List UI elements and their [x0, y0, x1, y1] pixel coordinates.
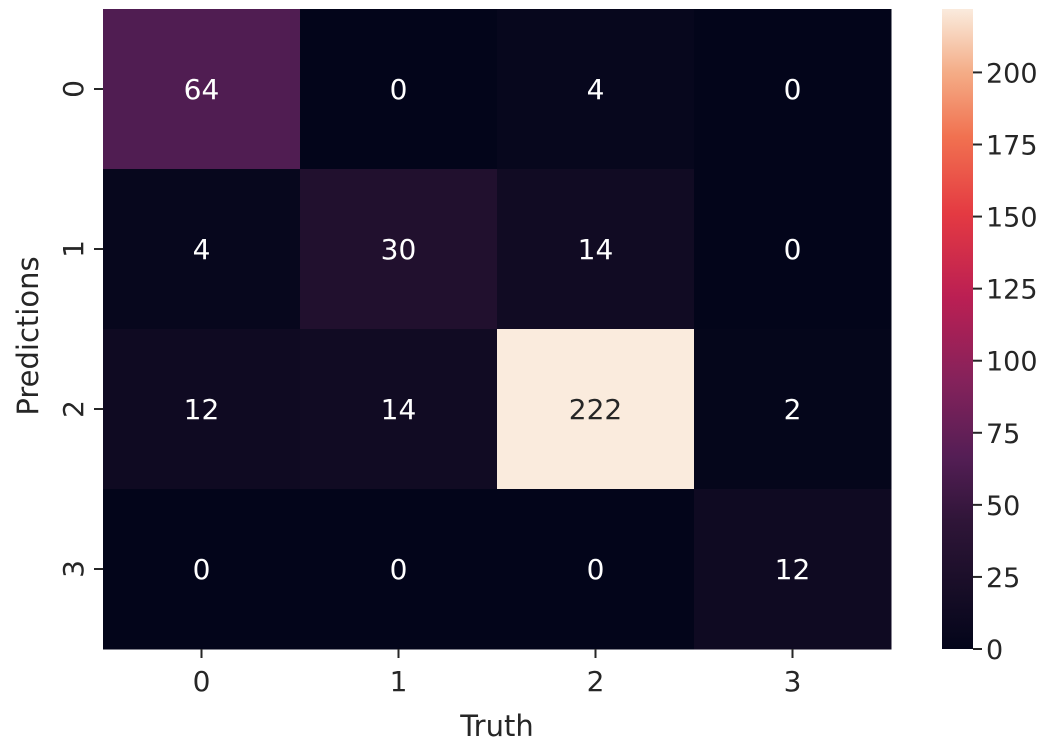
colorbar-tick-label: 0 [986, 635, 1003, 666]
heatmap-cell-r1-c3 [694, 169, 892, 330]
heatmap-cell-r0-c3 [694, 9, 892, 170]
y-tick-label: 3 [57, 560, 90, 578]
cell-value-label: 14 [381, 393, 417, 426]
x-axis-ticks: 0 1 2 3 [193, 649, 802, 698]
cell-value-label: 222 [569, 393, 622, 426]
colorbar-tick-label: 75 [986, 419, 1020, 450]
x-tick-label: 3 [784, 665, 802, 698]
heatmap-cell-r2-c0 [103, 329, 301, 490]
colorbar-tick-label: 200 [986, 58, 1038, 89]
colorbar-tick-label: 150 [986, 203, 1038, 234]
cell-value-label: 64 [184, 73, 220, 106]
heatmap-cell-r3-c1 [300, 489, 498, 650]
y-tick-label: 0 [57, 80, 90, 98]
heatmap-cell-r0-c2 [497, 9, 695, 170]
cell-value-label: 0 [390, 553, 408, 586]
colorbar [942, 9, 973, 649]
cell-value-label: 12 [775, 553, 811, 586]
colorbar-tick-label: 50 [986, 491, 1020, 522]
heatmap-cell-r3-c0 [103, 489, 301, 650]
heatmap-cell-r2-c1 [300, 329, 498, 490]
y-tick-label: 2 [57, 400, 90, 418]
colorbar-ticks: 0 25 50 75 100 125 150 175 200 [973, 58, 1038, 666]
y-axis-label: Predictions [11, 256, 45, 415]
heatmap-cell-r2-c3 [694, 329, 892, 490]
cell-value-label: 0 [193, 553, 211, 586]
cell-value-label: 0 [784, 73, 802, 106]
cell-value-label: 4 [587, 73, 605, 106]
cell-value-labels: 64 0 4 04 30 14 012 14 222 20 0 0 12 [184, 73, 811, 586]
cell-value-label: 2 [784, 393, 802, 426]
cell-value-label: 0 [784, 233, 802, 266]
cell-value-label: 12 [184, 393, 220, 426]
colorbar-tick-label: 175 [986, 130, 1038, 161]
heatmap-cell-r0-c1 [300, 9, 498, 170]
y-tick-label: 1 [57, 240, 90, 258]
colorbar-tick-label: 100 [986, 347, 1038, 378]
colorbar-tick-label: 25 [986, 563, 1020, 594]
heatmap-cell-r1-c2 [497, 169, 695, 330]
heatmap-cell-r3-c2 [497, 489, 695, 650]
x-tick-label: 1 [390, 665, 408, 698]
x-axis-label: Truth [459, 709, 534, 740]
heatmap-cell-r0-c0 [103, 9, 301, 170]
cell-value-label: 14 [578, 233, 614, 266]
x-tick-label: 0 [193, 665, 211, 698]
heatmap-cell-r1-c1 [300, 169, 498, 330]
x-tick-label: 2 [587, 665, 605, 698]
y-axis-ticks: 0 1 2 3 [57, 80, 103, 578]
cell-value-label: 0 [390, 73, 408, 106]
colorbar-tick-label: 125 [986, 275, 1038, 306]
cell-value-label: 30 [381, 233, 417, 266]
cell-value-label: 4 [193, 233, 211, 266]
heatmap-cell-r1-c0 [103, 169, 301, 330]
heatmap-cell-r3-c3 [694, 489, 892, 650]
heatmap-cell-r2-c2 [497, 329, 695, 490]
heatmap-cells [103, 9, 892, 650]
cell-value-label: 0 [587, 553, 605, 586]
